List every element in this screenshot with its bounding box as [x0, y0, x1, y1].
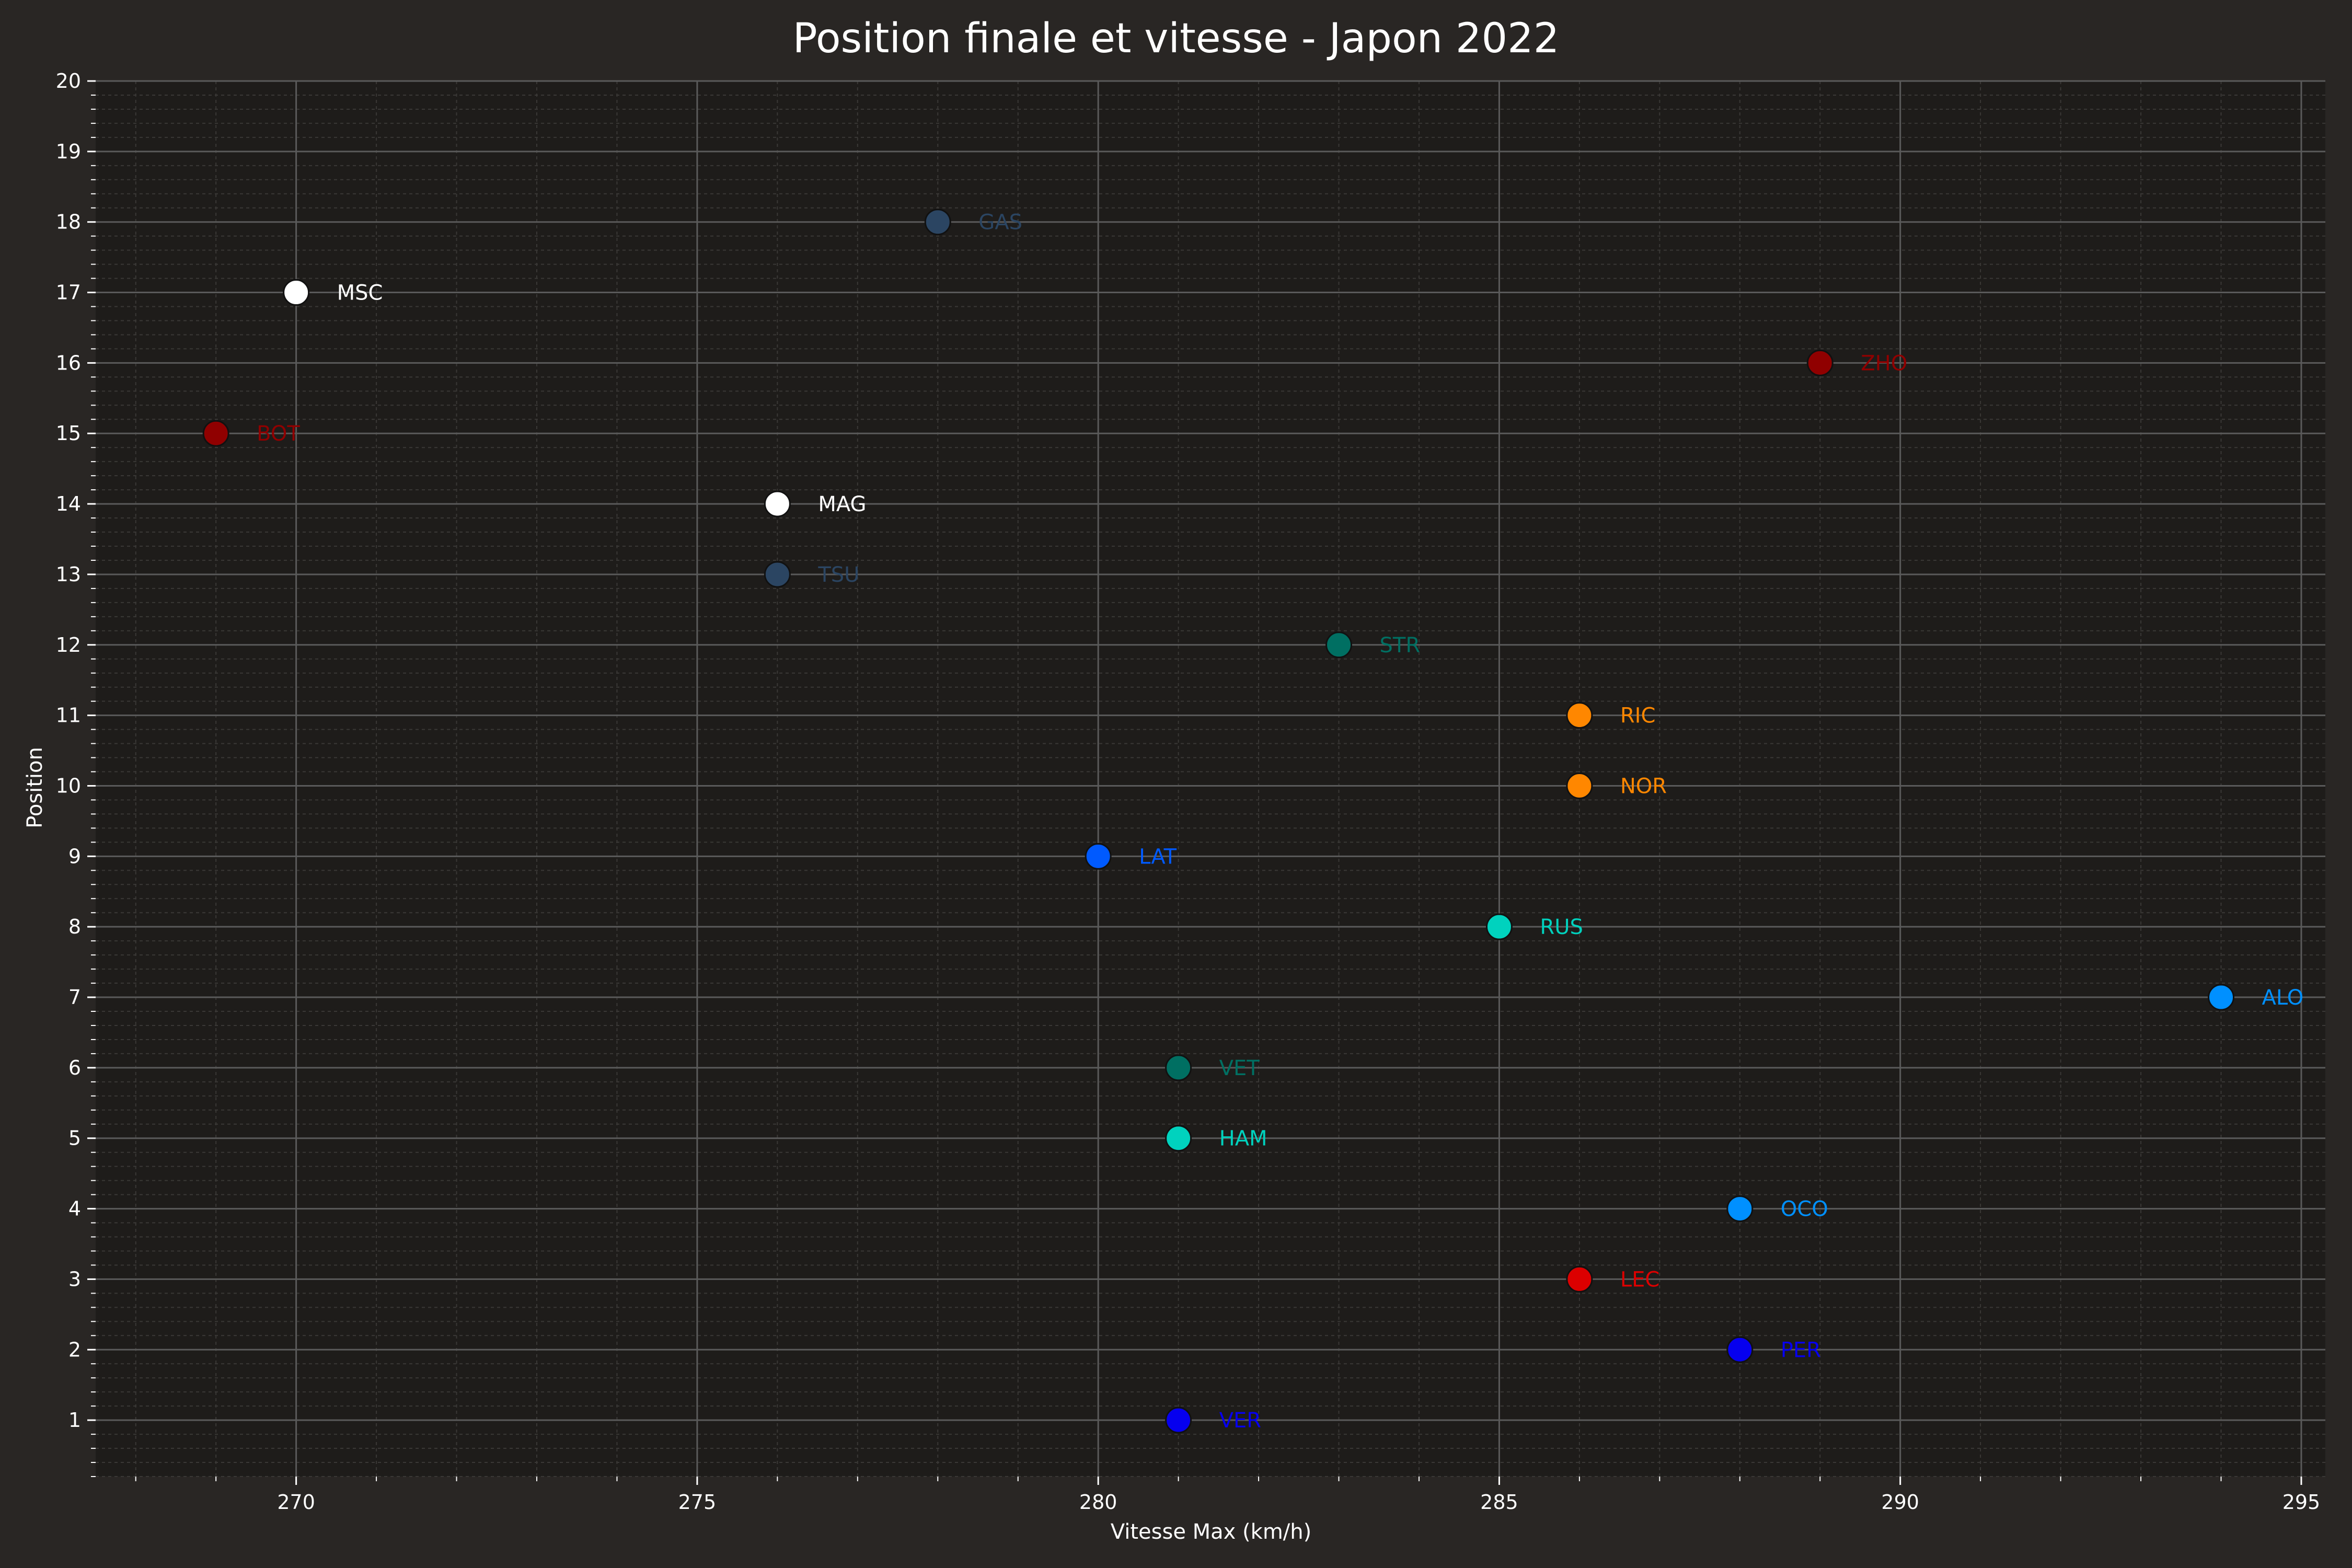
data-point	[1165, 1125, 1192, 1152]
point-label: NOR	[1620, 774, 1667, 798]
y-tick-label: 11	[56, 704, 81, 727]
point-label: MAG	[818, 492, 866, 516]
data-point	[1085, 843, 1112, 870]
y-tick-label: 2	[68, 1338, 81, 1361]
x-axis-label: Vitesse Max (km/h)	[1111, 1520, 1311, 1544]
y-tick-label: 12	[56, 633, 81, 656]
point-label: MSC	[337, 281, 383, 305]
chart-title: Position finale et vitesse - Japon 2022	[793, 15, 1560, 62]
y-tick-label: 17	[56, 281, 81, 304]
point-label: STR	[1380, 633, 1421, 658]
y-tick-label: 13	[56, 563, 81, 586]
y-tick-label: 16	[56, 351, 81, 374]
point-label: VET	[1219, 1056, 1260, 1080]
y-tick-label: 8	[68, 915, 81, 938]
data-point	[1566, 772, 1593, 799]
data-point	[1566, 1265, 1593, 1293]
data-point	[1806, 349, 1834, 376]
point-label: VER	[1219, 1409, 1261, 1433]
data-point	[924, 209, 951, 236]
point-label: RIC	[1620, 704, 1656, 728]
data-point	[1566, 702, 1593, 729]
x-tick-label: 275	[678, 1491, 717, 1514]
minor-grid	[96, 81, 2325, 1477]
y-tick-label: 3	[68, 1267, 81, 1290]
y-tick-label: 5	[68, 1127, 81, 1150]
data-point	[764, 490, 791, 517]
x-tick-label: 280	[1079, 1491, 1117, 1514]
data-point	[2208, 984, 2235, 1011]
y-tick-label: 10	[56, 774, 81, 797]
y-tick-label: 9	[68, 845, 81, 868]
y-tick-label: 15	[56, 422, 81, 445]
y-axis-label: Position	[23, 747, 47, 828]
point-label: GAS	[978, 211, 1022, 235]
data-point	[1165, 1406, 1192, 1434]
y-tick-label: 6	[68, 1056, 81, 1079]
y-tick-label: 18	[56, 211, 81, 234]
data-point	[1485, 913, 1513, 940]
major-grid	[96, 80, 2325, 1477]
data-point	[202, 420, 229, 447]
point-label: HAM	[1219, 1127, 1267, 1151]
data-point	[1726, 1195, 1754, 1223]
y-tick-label: 19	[56, 140, 81, 163]
x-tick-label: 285	[1480, 1491, 1518, 1514]
point-label: BOT	[257, 422, 300, 446]
x-tick-label: 290	[1881, 1491, 1919, 1514]
y-tick-label: 20	[56, 70, 81, 93]
axes: 270 275 280 285 290 2951234567891011121314151…	[56, 70, 2321, 1514]
data-points: VER PER LEC OCO HAM VET ALO RUS LAT NOR RIC STR TSU M…	[202, 209, 2304, 1434]
y-tick-label: 7	[68, 986, 81, 1009]
point-label: TSU	[817, 563, 859, 587]
y-tick-label: 1	[68, 1409, 81, 1432]
point-label: PER	[1781, 1338, 1821, 1362]
data-point	[764, 561, 791, 588]
plot-area	[96, 81, 2325, 1477]
point-label: OCO	[1781, 1197, 1828, 1221]
point-label: ZHO	[1861, 351, 1907, 375]
y-tick-label: 14	[56, 492, 81, 515]
data-point	[1165, 1054, 1192, 1081]
point-label: RUS	[1540, 915, 1583, 939]
x-tick-label: 295	[2282, 1491, 2321, 1514]
point-label: ALO	[2262, 986, 2304, 1010]
x-tick-label: 270	[277, 1491, 315, 1514]
data-point	[1726, 1336, 1754, 1363]
data-point	[283, 279, 310, 306]
point-label: LEC	[1620, 1267, 1660, 1292]
y-tick-label: 4	[68, 1197, 81, 1220]
point-label: LAT	[1139, 845, 1177, 869]
data-point	[1325, 631, 1353, 659]
